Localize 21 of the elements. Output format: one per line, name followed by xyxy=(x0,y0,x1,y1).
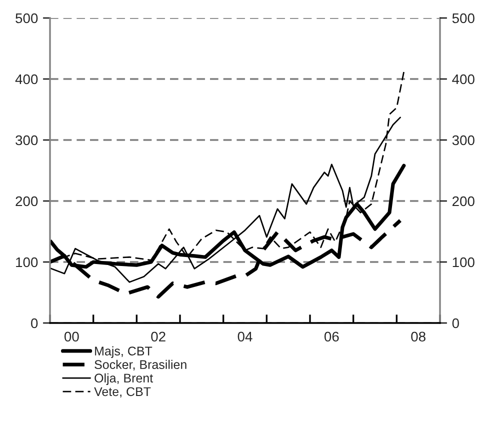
legend-label: Olja, Brent xyxy=(94,373,154,386)
y-tick-label: 100 xyxy=(16,257,38,268)
x-tick-label: 04 xyxy=(238,332,252,342)
y-tick-label: 0 xyxy=(31,318,38,328)
y-tick-label: 300 xyxy=(16,135,38,146)
y2-tick-label: 300 xyxy=(452,135,474,146)
y-tick-label: 200 xyxy=(16,196,38,206)
legend-label: Vete, CBT xyxy=(94,387,151,398)
y-tick-label: 400 xyxy=(15,74,38,84)
y2-tick-label: 200 xyxy=(452,196,474,206)
x-tick-label: 08 xyxy=(411,332,426,342)
x-tick-label: 00 xyxy=(64,332,79,342)
legend-label: Majs, CBT xyxy=(95,346,152,358)
y2-tick-label: 500 xyxy=(452,13,474,24)
y2-tick-label: 100 xyxy=(452,257,474,268)
y-tick-label: 500 xyxy=(16,13,38,24)
legend-label: Socker, Brasilien xyxy=(94,360,186,370)
x-tick-label: 02 xyxy=(151,332,166,342)
y2-tick-label: 400 xyxy=(452,74,474,84)
y2-tick-label: 0 xyxy=(452,318,459,328)
x-tick-label: 06 xyxy=(324,332,339,342)
